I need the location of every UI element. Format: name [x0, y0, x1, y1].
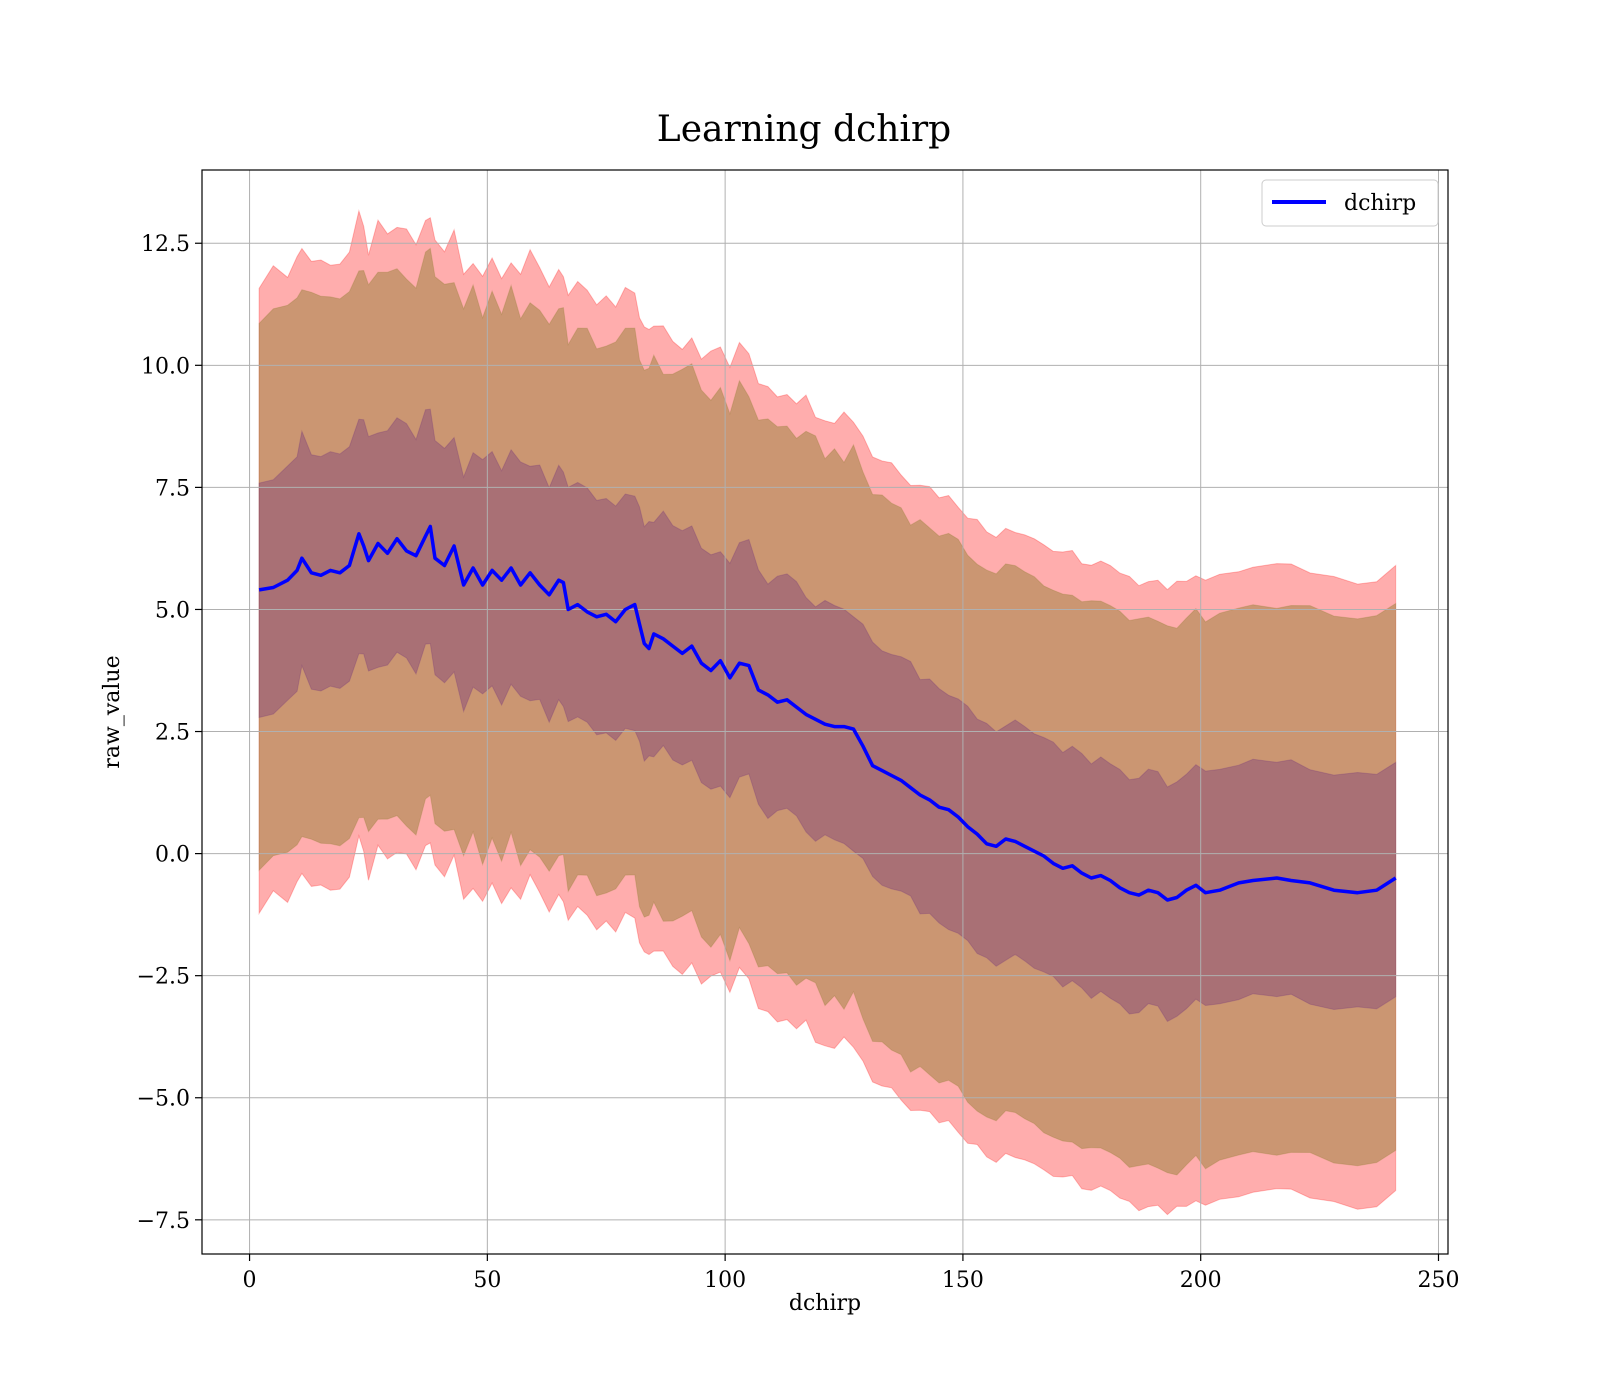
x-tick-label: 0	[243, 1268, 257, 1293]
x-axis: 0 50 100 150 200 250	[243, 1254, 1459, 1293]
plot-area-frame	[201, 169, 1449, 1255]
legend: dchirp	[1261, 179, 1439, 227]
x-tick-label: 150	[942, 1268, 984, 1293]
series-line-dchirp	[258, 524, 1397, 902]
x-tick-label: 200	[1180, 1268, 1222, 1293]
legend-label-dchirp: dchirp	[1344, 191, 1416, 216]
band-inner	[258, 408, 1397, 1023]
confidence-bands	[258, 208, 1397, 1216]
y-axis-label: raw_value	[100, 655, 125, 768]
x-tick-label: 100	[704, 1268, 746, 1293]
x-tick-label: 250	[1417, 1268, 1459, 1293]
y-tick-label: 0.0	[155, 843, 190, 868]
legend-box	[1261, 179, 1439, 227]
band-middle	[258, 247, 1397, 1176]
y-tick-label: 12.5	[141, 232, 190, 257]
y-tick-label: −5.0	[137, 1087, 190, 1112]
x-axis-label: dchirp	[789, 1291, 861, 1316]
y-axis: −7.5 −5.0 −2.5 0.0 2.5 5.0 7.5 10.0 12.5	[137, 232, 202, 1234]
y-tick-label: 10.0	[141, 354, 190, 379]
grid	[202, 170, 1448, 1254]
series-lines	[258, 524, 1397, 902]
band-outer	[258, 208, 1397, 1216]
x-tick-label: 50	[473, 1268, 501, 1293]
y-tick-label: 5.0	[155, 598, 190, 623]
y-tick-label: −7.5	[137, 1209, 190, 1234]
y-tick-label: 2.5	[155, 721, 190, 746]
chart-title: Learning dchirp	[657, 109, 951, 150]
y-tick-label: −2.5	[137, 965, 190, 990]
y-tick-label: 7.5	[155, 476, 190, 501]
